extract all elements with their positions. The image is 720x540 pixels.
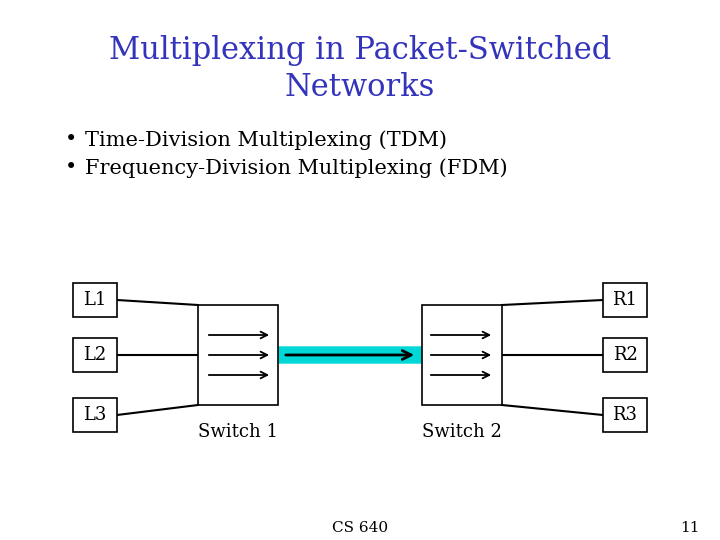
Text: •: • <box>65 131 77 150</box>
Bar <box>603 338 647 372</box>
Text: L2: L2 <box>84 346 107 364</box>
Text: Multiplexing in Packet-Switched: Multiplexing in Packet-Switched <box>109 35 611 65</box>
Text: CS 640: CS 640 <box>332 521 388 535</box>
Text: 11: 11 <box>680 521 700 535</box>
Text: R3: R3 <box>613 406 637 424</box>
Text: R2: R2 <box>613 346 637 364</box>
Text: Networks: Networks <box>285 72 435 104</box>
Bar <box>603 398 647 432</box>
Text: L3: L3 <box>84 406 107 424</box>
Text: Switch 1: Switch 1 <box>198 423 278 441</box>
Text: Switch 2: Switch 2 <box>422 423 502 441</box>
Bar <box>422 305 502 405</box>
Bar <box>73 398 117 432</box>
Text: •: • <box>65 159 77 178</box>
Text: L1: L1 <box>84 291 107 309</box>
Bar <box>73 283 117 317</box>
Text: R1: R1 <box>613 291 637 309</box>
Bar <box>603 283 647 317</box>
Bar <box>73 338 117 372</box>
Bar <box>198 305 278 405</box>
Text: Time-Division Multiplexing (TDM): Time-Division Multiplexing (TDM) <box>85 130 447 150</box>
Polygon shape <box>200 323 500 387</box>
Text: Frequency-Division Multiplexing (FDM): Frequency-Division Multiplexing (FDM) <box>85 158 508 178</box>
